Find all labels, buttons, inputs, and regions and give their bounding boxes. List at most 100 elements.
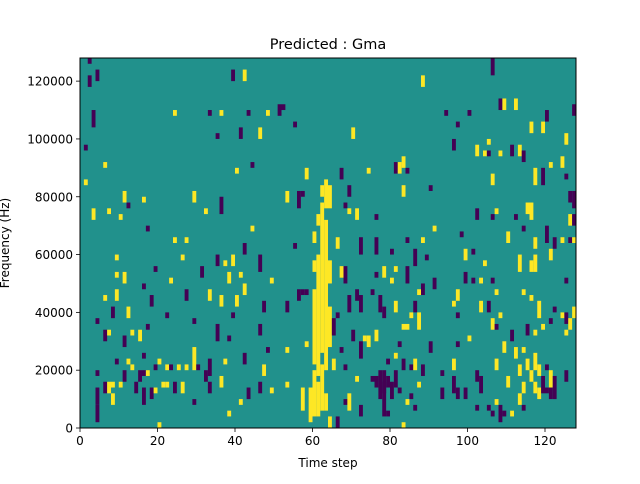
heatmap-cell — [521, 225, 526, 232]
heatmap-cell — [266, 347, 270, 353]
heatmap-cell — [498, 312, 503, 319]
heatmap-cell — [467, 335, 472, 342]
heatmap-cell — [304, 341, 309, 348]
chart-title: Predicted : Gma — [270, 37, 386, 53]
heatmap-cell — [432, 277, 437, 290]
heatmap-cell — [486, 150, 491, 157]
heatmap-cell — [490, 277, 495, 284]
heatmap-cell — [320, 202, 325, 353]
heatmap-cell — [486, 404, 491, 411]
heatmap-cell — [552, 237, 557, 249]
heatmap-cell — [242, 283, 247, 296]
heatmap-cell — [417, 381, 422, 388]
heatmap-cell — [300, 190, 305, 197]
heatmap-cell — [382, 381, 387, 417]
y-tick-label: 80000 — [35, 190, 73, 204]
heatmap-cell — [572, 190, 577, 209]
heatmap-cell — [207, 110, 212, 116]
heatmap-cell — [510, 329, 515, 342]
heatmap-cell — [266, 110, 270, 116]
heatmap-cell — [564, 370, 569, 382]
heatmap-cell — [564, 329, 569, 336]
heatmap-cell — [215, 133, 220, 139]
heatmap-cell — [475, 370, 480, 382]
heatmap-cell — [374, 237, 379, 255]
heatmap-cell — [545, 110, 549, 122]
y-tick-label: 100000 — [27, 132, 73, 146]
heatmap-cell — [370, 289, 375, 296]
heatmap-cell — [413, 358, 418, 371]
heatmap-cell — [390, 381, 394, 400]
heatmap-cell — [235, 295, 239, 307]
heatmap-cell — [238, 271, 243, 278]
heatmap-cell — [231, 69, 236, 82]
heatmap-cell — [537, 387, 542, 400]
heatmap-cell — [142, 283, 146, 290]
heatmap-cell — [173, 381, 177, 394]
heatmap-cell — [343, 266, 348, 284]
heatmap-cell — [529, 260, 534, 272]
heatmap-cell — [479, 375, 484, 394]
y-tick-label: 20000 — [35, 364, 73, 378]
heatmap-cell — [91, 208, 96, 220]
heatmap-cell — [200, 266, 205, 278]
heatmap-cell — [529, 202, 534, 220]
heatmap-cell — [386, 410, 391, 417]
heatmap-cell — [393, 352, 398, 359]
heatmap-cell — [118, 214, 123, 220]
heatmap-cell — [506, 231, 511, 243]
heatmap-cell — [452, 358, 456, 371]
heatmap-cell — [541, 121, 546, 134]
heatmap-cell — [223, 358, 228, 365]
heatmap-cell — [184, 364, 189, 371]
heatmap-cell — [95, 387, 100, 405]
heatmap-cell — [405, 167, 410, 174]
heatmap-cell — [192, 399, 197, 405]
x-tick-label: 0 — [76, 434, 84, 448]
heatmap-cell — [366, 167, 371, 174]
heatmap-cell — [463, 271, 468, 284]
heatmap-cell — [548, 248, 553, 261]
heatmap-cell — [173, 237, 177, 243]
heatmap-cell — [370, 375, 375, 382]
heatmap-cell — [494, 358, 499, 371]
heatmap-cell — [494, 399, 499, 405]
heatmap-cell — [401, 156, 406, 168]
heatmap-cell — [417, 289, 422, 296]
heatmap-cell — [397, 387, 402, 394]
heatmap-cell — [149, 295, 154, 307]
heatmap-cell — [564, 277, 569, 284]
heatmap-cell — [374, 214, 379, 220]
heatmap-cell — [401, 358, 406, 371]
heatmap-cell — [339, 167, 344, 180]
heatmap-cell — [285, 190, 290, 203]
heatmap-cell — [459, 231, 464, 238]
heatmap-cell — [393, 370, 398, 388]
heatmap-cell — [486, 138, 491, 145]
x-axis: 0 20 40 60 80 100 120 — [76, 428, 556, 448]
heatmap-cell — [572, 237, 577, 243]
x-tick-label: 20 — [150, 434, 165, 448]
heatmap-cell — [184, 237, 189, 243]
heatmap-cell — [316, 214, 321, 226]
heatmap-cell — [568, 237, 573, 243]
heatmap-cell — [343, 399, 348, 405]
heatmap-cell — [545, 225, 549, 243]
y-axis-label: Frequency (Hz) — [0, 198, 12, 289]
heatmap-cell — [300, 289, 305, 296]
heatmap-cell — [297, 289, 301, 301]
heatmap-cell — [347, 208, 352, 215]
heatmap-cell — [393, 266, 398, 272]
heatmap-cell — [541, 323, 546, 330]
heatmap-cell — [401, 323, 406, 330]
heatmap-cell — [490, 318, 495, 330]
heatmap-cell — [390, 277, 394, 284]
heatmap-cell — [262, 364, 267, 376]
heatmap-cell — [180, 254, 185, 261]
heatmap-cell — [335, 312, 340, 319]
heatmap-cell — [502, 341, 507, 353]
heatmap-cell — [153, 266, 158, 272]
heatmap-cell — [494, 323, 499, 330]
heatmap-cell — [355, 208, 360, 220]
heatmap-cell — [405, 237, 410, 243]
